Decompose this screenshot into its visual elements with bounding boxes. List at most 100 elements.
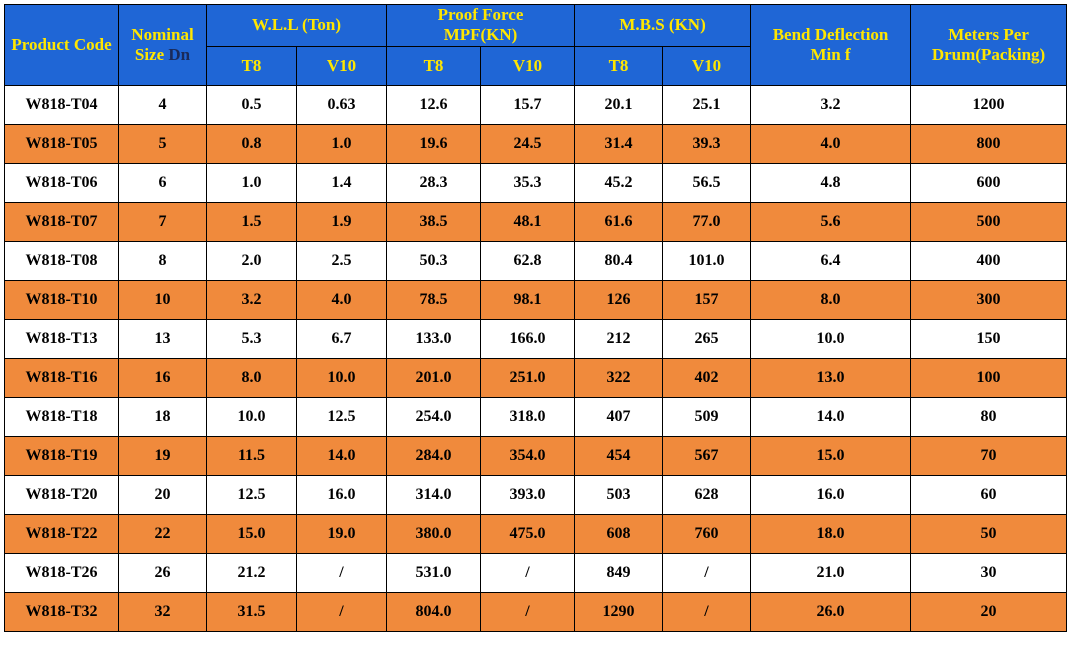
table-row: W818-T181810.012.5254.0318.040750914.080	[5, 397, 1067, 436]
cell-nominal-size: 26	[119, 553, 207, 592]
cell-nominal-size: 5	[119, 124, 207, 163]
cell-mbs-t8: 126	[575, 280, 663, 319]
cell-pf-v10: 62.8	[481, 241, 575, 280]
cell-product-code: W818-T10	[5, 280, 119, 319]
cell-mbs-v10: 567	[663, 436, 751, 475]
cell-pack: 60	[911, 475, 1067, 514]
cell-wll-t8: 12.5	[207, 475, 297, 514]
cell-pack: 100	[911, 358, 1067, 397]
cell-pf-v10: 98.1	[481, 280, 575, 319]
cell-nominal-size: 4	[119, 85, 207, 124]
table-row: W818-T202012.516.0314.0393.050362816.060	[5, 475, 1067, 514]
table-row: W818-T0771.51.938.548.161.677.05.6500	[5, 202, 1067, 241]
cell-mbs-t8: 45.2	[575, 163, 663, 202]
cell-mbs-v10: 25.1	[663, 85, 751, 124]
cell-mbs-t8: 1290	[575, 592, 663, 631]
cell-wll-v10: 2.5	[297, 241, 387, 280]
table-row: W818-T0440.50.6312.615.720.125.13.21200	[5, 85, 1067, 124]
cell-mbs-t8: 407	[575, 397, 663, 436]
cell-pf-v10: 393.0	[481, 475, 575, 514]
cell-wll-v10: 1.0	[297, 124, 387, 163]
table-row: W818-T10103.24.078.598.11261578.0300	[5, 280, 1067, 319]
cell-mbs-v10: /	[663, 553, 751, 592]
cell-nominal-size: 20	[119, 475, 207, 514]
th-wll: W.L.L (Ton)	[207, 5, 387, 47]
cell-mbs-t8: 454	[575, 436, 663, 475]
cell-wll-v10: 19.0	[297, 514, 387, 553]
cell-bend: 18.0	[751, 514, 911, 553]
cell-pf-t8: 38.5	[387, 202, 481, 241]
cell-pf-t8: 314.0	[387, 475, 481, 514]
cell-product-code: W818-T19	[5, 436, 119, 475]
cell-pack: 300	[911, 280, 1067, 319]
cell-mbs-t8: 608	[575, 514, 663, 553]
cell-wll-t8: 11.5	[207, 436, 297, 475]
th-proof-force: Proof Force MPF(KN)	[387, 5, 575, 47]
cell-pack: 80	[911, 397, 1067, 436]
cell-mbs-v10: 77.0	[663, 202, 751, 241]
th-product-code: Product Code	[5, 5, 119, 86]
cell-product-code: W818-T18	[5, 397, 119, 436]
cell-wll-t8: 10.0	[207, 397, 297, 436]
cell-wll-t8: 21.2	[207, 553, 297, 592]
th-wll-v10: V10	[297, 46, 387, 85]
cell-pf-t8: 284.0	[387, 436, 481, 475]
cell-mbs-t8: 503	[575, 475, 663, 514]
cell-product-code: W818-T05	[5, 124, 119, 163]
table-row: W818-T191911.514.0284.0354.045456715.070	[5, 436, 1067, 475]
th-wll-t8: T8	[207, 46, 297, 85]
cell-bend: 13.0	[751, 358, 911, 397]
cell-product-code: W818-T22	[5, 514, 119, 553]
cell-bend: 10.0	[751, 319, 911, 358]
cell-mbs-t8: 849	[575, 553, 663, 592]
cell-nominal-size: 7	[119, 202, 207, 241]
cell-pf-t8: 19.6	[387, 124, 481, 163]
cell-product-code: W818-T06	[5, 163, 119, 202]
cell-pf-t8: 804.0	[387, 592, 481, 631]
cell-pack: 800	[911, 124, 1067, 163]
th-proof-force-l2: MPF(KN)	[444, 25, 518, 44]
cell-nominal-size: 19	[119, 436, 207, 475]
cell-product-code: W818-T13	[5, 319, 119, 358]
th-pf-v10: V10	[481, 46, 575, 85]
cell-wll-t8: 15.0	[207, 514, 297, 553]
cell-pack: 50	[911, 514, 1067, 553]
cell-pf-v10: 251.0	[481, 358, 575, 397]
cell-wll-t8: 2.0	[207, 241, 297, 280]
cell-mbs-v10: 760	[663, 514, 751, 553]
cell-pf-t8: 50.3	[387, 241, 481, 280]
cell-wll-v10: /	[297, 553, 387, 592]
th-proof-force-l1: Proof Force	[438, 5, 524, 24]
cell-wll-v10: 4.0	[297, 280, 387, 319]
cell-mbs-v10: 39.3	[663, 124, 751, 163]
table-row: W818-T13135.36.7133.0166.021226510.0150	[5, 319, 1067, 358]
table-row: W818-T16168.010.0201.0251.032240213.0100	[5, 358, 1067, 397]
th-bend-l2: Min f	[810, 45, 850, 64]
cell-pack: 1200	[911, 85, 1067, 124]
th-bend: Bend Deflection Min f	[751, 5, 911, 86]
cell-product-code: W818-T04	[5, 85, 119, 124]
cell-bend: 8.0	[751, 280, 911, 319]
cell-pf-v10: 48.1	[481, 202, 575, 241]
cell-mbs-v10: 402	[663, 358, 751, 397]
cell-wll-v10: 0.63	[297, 85, 387, 124]
cell-bend: 14.0	[751, 397, 911, 436]
cell-pf-t8: 254.0	[387, 397, 481, 436]
cell-wll-t8: 5.3	[207, 319, 297, 358]
cell-bend: 4.8	[751, 163, 911, 202]
th-pf-t8: T8	[387, 46, 481, 85]
table-row: W818-T323231.5/804.0/1290/26.020	[5, 592, 1067, 631]
cell-mbs-v10: 628	[663, 475, 751, 514]
cell-pf-t8: 133.0	[387, 319, 481, 358]
cell-pack: 400	[911, 241, 1067, 280]
cell-mbs-t8: 31.4	[575, 124, 663, 163]
cell-pf-t8: 28.3	[387, 163, 481, 202]
cell-wll-v10: 6.7	[297, 319, 387, 358]
cell-nominal-size: 6	[119, 163, 207, 202]
cell-wll-t8: 0.5	[207, 85, 297, 124]
cell-nominal-size: 10	[119, 280, 207, 319]
cell-mbs-t8: 322	[575, 358, 663, 397]
cell-pack: 30	[911, 553, 1067, 592]
cell-pack: 20	[911, 592, 1067, 631]
cell-bend: 6.4	[751, 241, 911, 280]
